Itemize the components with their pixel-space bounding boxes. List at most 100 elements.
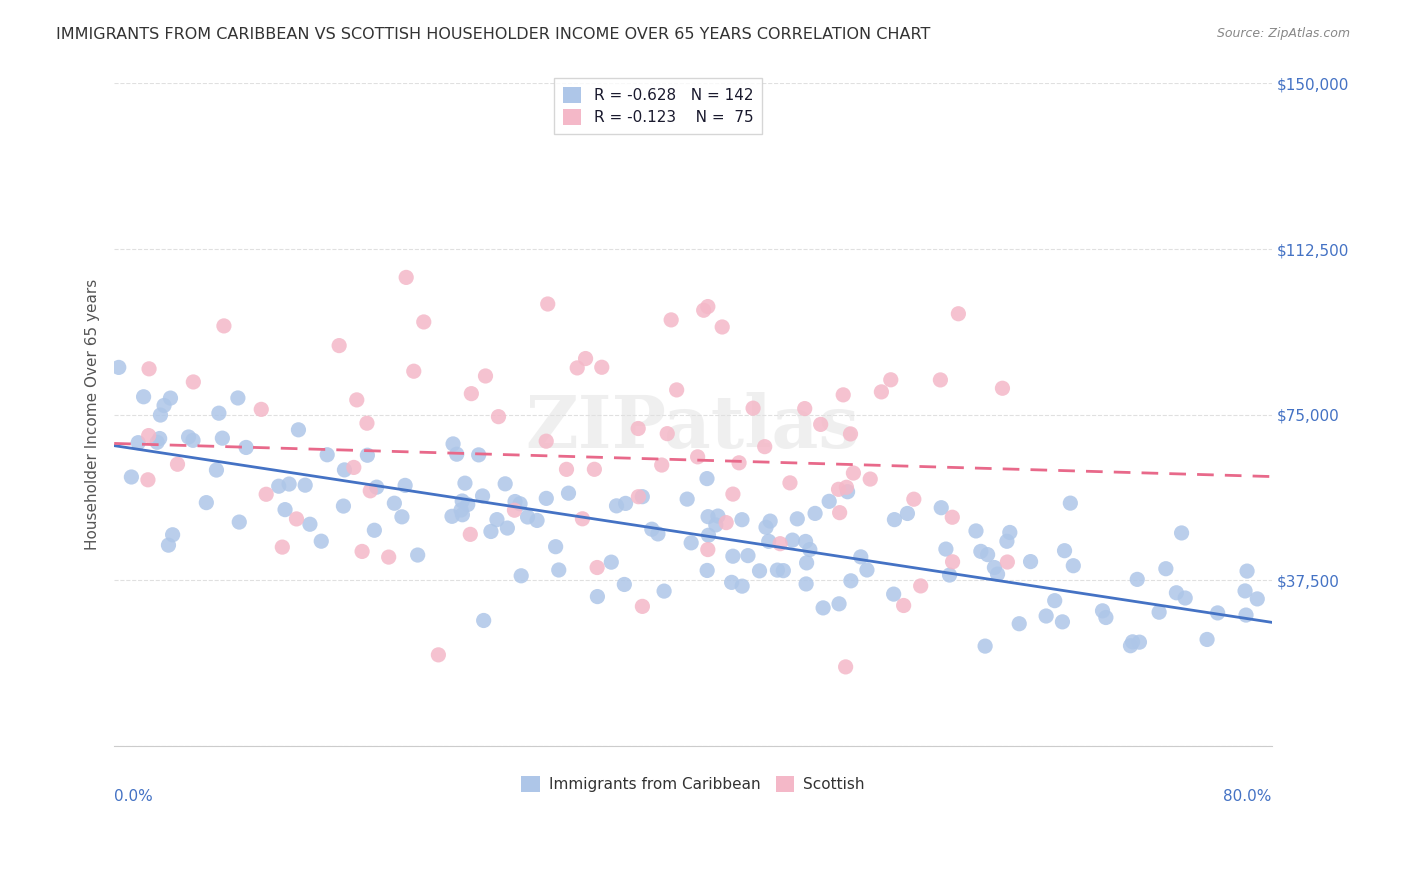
Point	[166, 457, 188, 471]
Point	[149, 432, 172, 446]
Text: 80.0%: 80.0%	[1223, 789, 1271, 804]
Point	[1052, 615, 1074, 629]
Point	[534, 434, 557, 449]
Point	[696, 300, 718, 314]
Point	[748, 564, 770, 578]
Point	[287, 423, 309, 437]
Point	[1119, 639, 1142, 653]
Point	[942, 555, 965, 569]
Point	[503, 494, 526, 508]
Point	[1166, 586, 1188, 600]
Point	[600, 555, 623, 569]
Point	[586, 590, 609, 604]
Point	[440, 509, 463, 524]
Point	[212, 318, 235, 333]
Point	[181, 434, 204, 448]
Point	[526, 513, 548, 527]
Point	[153, 399, 176, 413]
Point	[941, 510, 963, 524]
Point	[1236, 564, 1258, 578]
Point	[799, 542, 821, 557]
Point	[849, 549, 872, 564]
Point	[721, 487, 744, 501]
Point	[346, 392, 368, 407]
Point	[1128, 635, 1150, 649]
Point	[536, 491, 558, 506]
Point	[804, 507, 827, 521]
Point	[285, 512, 308, 526]
Point	[794, 534, 817, 549]
Point	[136, 473, 159, 487]
Point	[697, 528, 720, 542]
Point	[557, 486, 579, 500]
Point	[659, 313, 682, 327]
Point	[195, 495, 218, 509]
Point	[366, 480, 388, 494]
Point	[359, 483, 381, 498]
Point	[665, 383, 688, 397]
Point	[458, 527, 481, 541]
Point	[697, 509, 720, 524]
Point	[363, 523, 385, 537]
Point	[704, 518, 727, 533]
Point	[998, 525, 1021, 540]
Point	[1059, 496, 1081, 510]
Point	[647, 527, 669, 541]
Point	[226, 391, 249, 405]
Legend: Immigrants from Caribbean, Scottish: Immigrants from Caribbean, Scottish	[515, 770, 870, 798]
Point	[451, 494, 474, 508]
Point	[707, 509, 730, 524]
Point	[138, 361, 160, 376]
Point	[696, 472, 718, 486]
Point	[883, 513, 905, 527]
Point	[627, 490, 650, 504]
Point	[995, 555, 1018, 569]
Point	[651, 458, 673, 472]
Point	[356, 416, 378, 430]
Point	[1091, 604, 1114, 618]
Point	[457, 498, 479, 512]
Point	[467, 448, 489, 462]
Point	[686, 450, 709, 464]
Point	[772, 564, 794, 578]
Point	[837, 484, 859, 499]
Point	[586, 560, 609, 574]
Point	[839, 574, 862, 588]
Point	[591, 360, 613, 375]
Point	[157, 538, 180, 552]
Point	[516, 510, 538, 524]
Point	[605, 499, 627, 513]
Point	[547, 563, 569, 577]
Point	[267, 479, 290, 493]
Point	[395, 270, 418, 285]
Point	[382, 496, 405, 510]
Point	[162, 528, 184, 542]
Point	[786, 512, 808, 526]
Point	[696, 542, 718, 557]
Point	[250, 402, 273, 417]
Point	[965, 524, 987, 538]
Point	[120, 470, 142, 484]
Point	[278, 477, 301, 491]
Point	[138, 428, 160, 442]
Point	[496, 521, 519, 535]
Point	[893, 599, 915, 613]
Point	[454, 476, 477, 491]
Point	[271, 540, 294, 554]
Point	[352, 544, 374, 558]
Text: IMMIGRANTS FROM CARIBBEAN VS SCOTTISH HOUSEHOLDER INCOME OVER 65 YEARS CORRELATI: IMMIGRANTS FROM CARIBBEAN VS SCOTTISH HO…	[56, 27, 931, 42]
Point	[827, 483, 849, 497]
Point	[742, 401, 765, 416]
Point	[779, 475, 801, 490]
Point	[828, 597, 851, 611]
Point	[132, 390, 155, 404]
Point	[377, 550, 399, 565]
Point	[333, 463, 356, 477]
Text: 0.0%: 0.0%	[114, 789, 153, 804]
Point	[711, 320, 734, 334]
Point	[696, 564, 718, 578]
Point	[627, 421, 650, 435]
Point	[859, 472, 882, 486]
Point	[159, 391, 181, 405]
Point	[1246, 591, 1268, 606]
